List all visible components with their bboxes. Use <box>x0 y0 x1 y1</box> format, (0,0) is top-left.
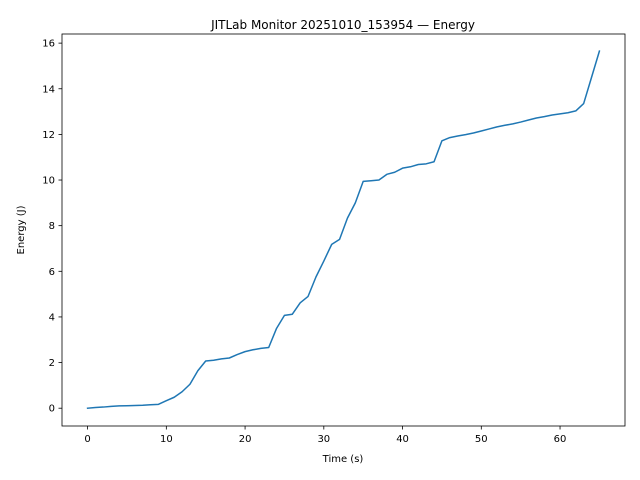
energy-series-line <box>86 50 601 410</box>
x-tick-label: 60 <box>554 434 567 445</box>
plot-area <box>86 50 601 410</box>
y-axis-label: Energy (J) <box>16 205 27 254</box>
y-tick-label: 12 <box>42 130 55 141</box>
x-tick-label: 10 <box>160 434 173 445</box>
y-tick-label: 10 <box>42 176 55 187</box>
x-tick-label: 0 <box>84 434 90 445</box>
y-tick-label: 4 <box>49 312 55 323</box>
y-tick-label: 0 <box>49 404 55 415</box>
x-tick-label: 40 <box>396 434 409 445</box>
y-tick-label: 2 <box>49 358 55 369</box>
y-tick-label: 6 <box>49 267 55 278</box>
x-axis-label: Time (s) <box>322 454 364 465</box>
x-tick-label: 30 <box>317 434 330 445</box>
y-tick-label: 14 <box>42 84 55 95</box>
chart-title: JITLab Monitor 20251010_153954 — Energy <box>210 18 475 32</box>
plot-frame <box>61 33 626 427</box>
x-tick-label: 20 <box>239 434 252 445</box>
y-tick-label: 8 <box>49 221 55 232</box>
x-tick-label: 50 <box>475 434 488 445</box>
x-axis-ticks: 0 10 20 30 40 50 60 <box>84 426 566 445</box>
y-axis-ticks: 0 2 4 6 8 10 12 14 16 <box>42 39 62 415</box>
y-tick-label: 16 <box>42 39 55 50</box>
